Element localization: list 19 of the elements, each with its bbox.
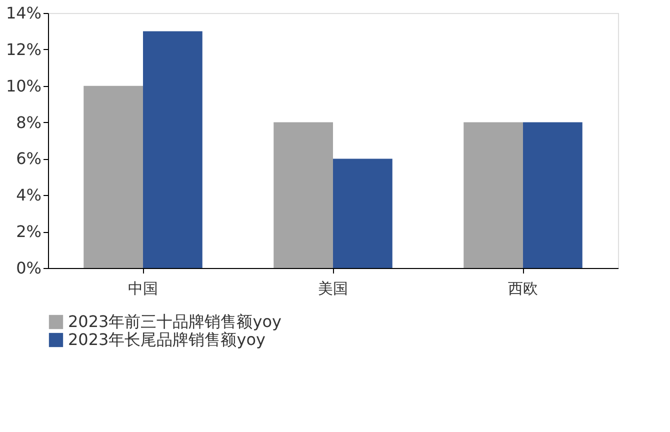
x-tick-label: 西欧 — [508, 280, 538, 298]
legend-label: 2023年前三十品牌销售额yoy — [68, 312, 282, 331]
bar — [84, 86, 143, 268]
y-tick-label: 14% — [6, 4, 42, 22]
bar — [523, 122, 582, 268]
bar — [143, 31, 202, 268]
legend-label: 2023年长尾品牌销售额yoy — [68, 330, 266, 349]
bar — [464, 122, 523, 268]
y-tick-label: 2% — [16, 222, 42, 242]
y-tick-label: 10% — [6, 76, 42, 96]
x-tick-label: 中国 — [128, 280, 158, 298]
y-tick-label: 0% — [16, 258, 42, 278]
bar — [333, 158, 392, 268]
bar — [274, 122, 333, 268]
y-tick-label: 12% — [6, 40, 42, 59]
y-tick-label: 4% — [16, 186, 42, 205]
y-tick-label: 8% — [16, 112, 42, 132]
x-tick-label: 美国 — [318, 280, 348, 298]
y-tick-label: 6% — [16, 149, 42, 168]
